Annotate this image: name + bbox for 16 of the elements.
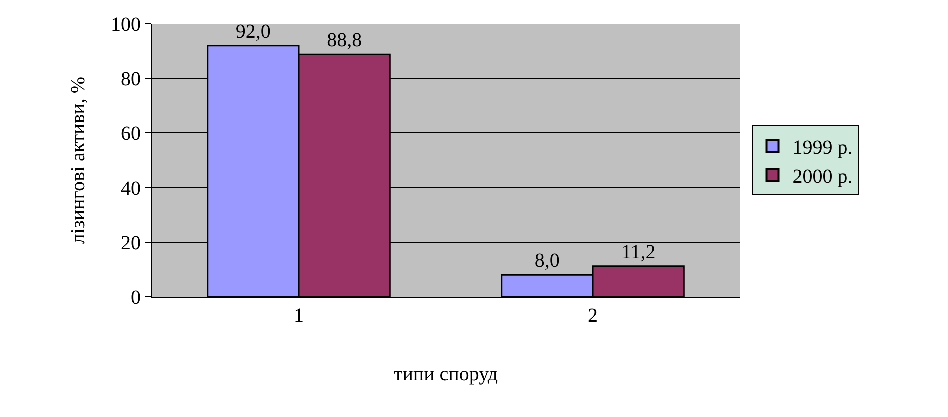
y-tick-label: 80: [121, 68, 141, 91]
data-label: 92,0: [236, 20, 271, 43]
data-label: 8,0: [534, 250, 560, 272]
x-tick-label: 2: [588, 305, 598, 327]
data-label: 11,2: [621, 241, 656, 264]
data-label: 88,8: [327, 30, 362, 52]
y-tick-label: 40: [121, 178, 141, 200]
y-tick-label: 20: [121, 232, 141, 254]
y-tick-label: 100: [111, 14, 141, 36]
legend-label: 2000 р.: [792, 166, 853, 188]
x-tick-label: 1: [294, 305, 304, 327]
legend-label: 1999 р.: [792, 136, 853, 159]
y-axis-title: лізингові активи, %: [68, 76, 90, 244]
x-axis-title: типи споруд: [394, 364, 498, 386]
y-tick-label: 0: [131, 287, 141, 309]
y-tick-label: 60: [121, 123, 141, 146]
